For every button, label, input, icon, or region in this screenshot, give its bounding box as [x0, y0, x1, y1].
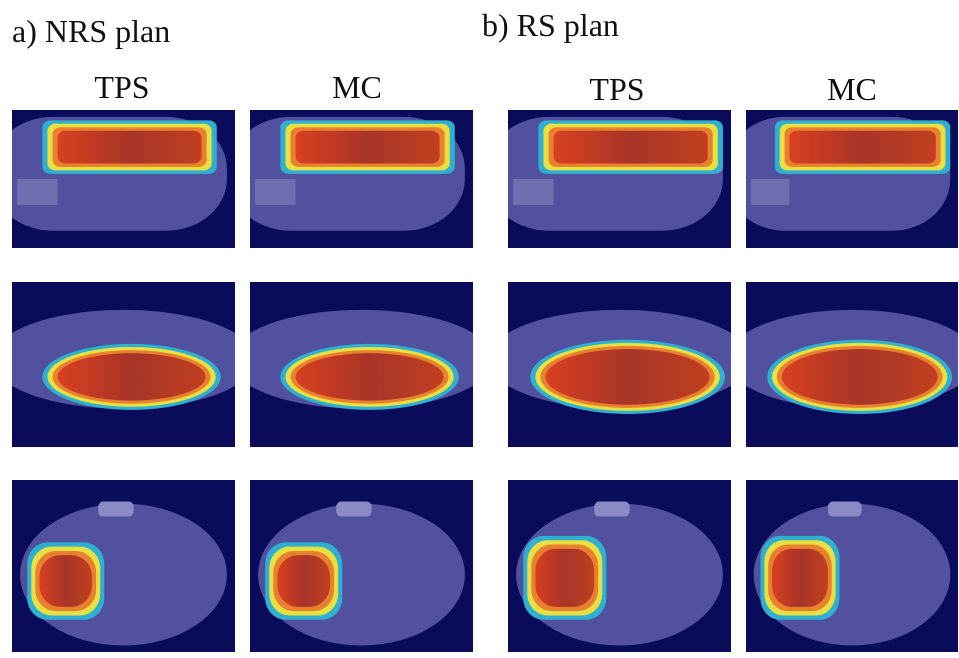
- dose-image: [727, 110, 958, 248]
- dose-region: [58, 131, 202, 164]
- dose-region: [296, 353, 444, 400]
- dose-region: [535, 549, 594, 607]
- page: a) NRS plan b) RS plan TPS MC TPS MC (()…: [0, 0, 959, 653]
- column-label: TPS: [94, 69, 149, 105]
- anatomy: [336, 502, 371, 517]
- dose-image: [250, 480, 473, 652]
- dose-image: [746, 480, 958, 652]
- column-label: TPS: [589, 71, 644, 107]
- anatomy: [17, 179, 58, 205]
- anatomy: [594, 502, 629, 517]
- column-label: MC: [332, 69, 382, 105]
- dose-region: [782, 349, 938, 405]
- dose-image: [12, 480, 235, 652]
- anatomy: [255, 179, 296, 205]
- anatomy: [513, 179, 554, 205]
- dose-image: [727, 282, 959, 447]
- dose-region: [58, 353, 206, 400]
- dose-region: [296, 131, 440, 164]
- dose-image: [488, 282, 752, 447]
- dose-image: [488, 110, 731, 248]
- dose-image: [0, 110, 235, 248]
- panel-title: a) NRS plan: [12, 13, 170, 49]
- dose-region: [554, 131, 708, 164]
- anatomy: [751, 179, 790, 205]
- dose-image: [0, 282, 255, 447]
- anatomy: [828, 502, 862, 517]
- dose-region: [39, 555, 92, 607]
- column-label: MC: [827, 71, 877, 107]
- dose-image: [508, 480, 731, 652]
- dose-region: [772, 549, 828, 607]
- dose-image: [230, 110, 473, 248]
- figure: a) NRS plan b) RS plan TPS MC TPS MC: [0, 0, 959, 653]
- dose-region: [546, 349, 710, 405]
- dose-region: [277, 555, 330, 607]
- anatomy: [98, 502, 133, 517]
- panel-title: b) RS plan: [482, 7, 619, 43]
- dose-region: [789, 131, 935, 164]
- dose-image: [230, 282, 494, 447]
